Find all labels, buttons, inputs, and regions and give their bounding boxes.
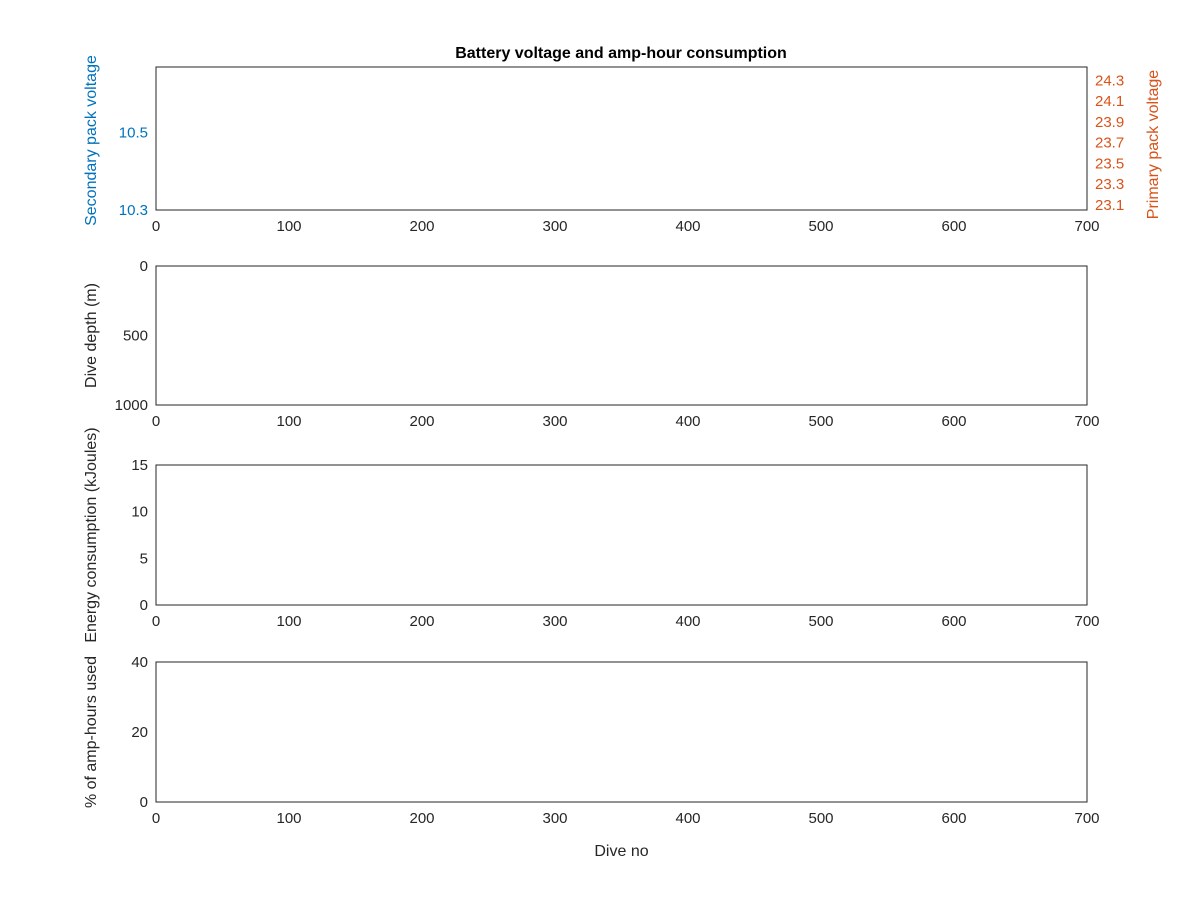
x-tick-label: 600 (941, 613, 966, 630)
x-tick-label: 300 (542, 218, 567, 235)
axes-frame (155, 66, 1088, 211)
axes-frame (155, 265, 1088, 406)
y-tick-label: 10.3 (119, 202, 148, 219)
x-tick-label: 100 (276, 218, 301, 235)
subplot-amphours: 0 100 200 300 400 500 600 700 0 20 40 % of amp-hour… (83, 654, 1100, 860)
x-tick-label: 600 (941, 218, 966, 235)
x-tick-label: 400 (675, 613, 700, 630)
axes-frame (155, 661, 1088, 803)
x-tick-label: 700 (1074, 218, 1099, 235)
y2-tick-label: 24.3 (1095, 72, 1124, 89)
y-tick-label: 10.5 (119, 125, 148, 142)
axes-frame (155, 464, 1088, 606)
y-tick-label: 500 (123, 328, 148, 345)
x-tick-label: 300 (542, 613, 567, 630)
x-tick-label: 600 (941, 810, 966, 827)
x-tick-label: 200 (409, 218, 434, 235)
subplot-depth: 0 100 200 300 400 500 600 700 0 500 1000 Dive depth… (83, 258, 1100, 430)
y-axis-label: Energy consumption (kJoules) (83, 427, 100, 642)
x-tick-label: 500 (808, 810, 833, 827)
x-tick-label: 100 (276, 413, 301, 430)
y-tick-label: 0 (140, 794, 148, 811)
y-tick-label: 0 (140, 258, 148, 275)
chart-title: Battery voltage and amp-hour consumption (455, 45, 787, 62)
x-tick-label: 300 (542, 413, 567, 430)
x-tick-label: 300 (542, 810, 567, 827)
y2-axis-label: Primary pack voltage (1145, 70, 1162, 219)
x-tick-label: 400 (675, 218, 700, 235)
y-axis-label: Secondary pack voltage (83, 55, 100, 226)
x-tick-label: 700 (1074, 413, 1099, 430)
y-tick-label: 1000 (115, 397, 148, 414)
subplot-energy: 0 100 200 300 400 500 600 700 0 5 10 15 Energy consu… (83, 427, 1100, 642)
x-axis-label: Dive no (594, 843, 648, 860)
x-tick-label: 200 (409, 413, 434, 430)
x-tick-label: 0 (152, 218, 160, 235)
y2-tick-label: 23.9 (1095, 114, 1124, 131)
x-tick-label: 0 (152, 810, 160, 827)
x-tick-label: 500 (808, 413, 833, 430)
y-axis-label: % of amp-hours used (83, 656, 100, 808)
y-axis-label: Dive depth (m) (83, 283, 100, 388)
panels: 0 100 200 300 400 500 600 70010.310.523.123.323… (83, 55, 1162, 860)
y2-tick-label: 23.5 (1095, 155, 1124, 172)
x-tick-label: 0 (152, 613, 160, 630)
y2-tick-label: 23.3 (1095, 176, 1124, 193)
x-tick-label: 200 (409, 810, 434, 827)
y2-tick-label: 24.1 (1095, 93, 1124, 110)
x-tick-label: 400 (675, 413, 700, 430)
x-tick-label: 700 (1074, 810, 1099, 827)
x-tick-label: 0 (152, 413, 160, 430)
subplot-voltage: 0 100 200 300 400 500 600 700 10.3 10.5 23.1 23.3 23… (83, 55, 1162, 235)
x-tick-label: 100 (276, 810, 301, 827)
y-tick-label: 10 (131, 504, 148, 521)
y-tick-label: 20 (131, 724, 148, 741)
x-tick-label: 600 (941, 413, 966, 430)
y2-tick-label: 23.1 (1095, 197, 1124, 214)
x-tick-label: 500 (808, 218, 833, 235)
x-tick-label: 100 (276, 613, 301, 630)
x-tick-label: 200 (409, 613, 434, 630)
y2-tick-label: 23.7 (1095, 135, 1124, 152)
y-tick-label: 5 (140, 550, 148, 567)
y-tick-label: 15 (131, 457, 148, 474)
y-tick-label: 40 (131, 654, 148, 671)
x-tick-label: 500 (808, 613, 833, 630)
x-tick-label: 400 (675, 810, 700, 827)
y-tick-label: 0 (140, 597, 148, 614)
x-tick-label: 700 (1074, 613, 1099, 630)
